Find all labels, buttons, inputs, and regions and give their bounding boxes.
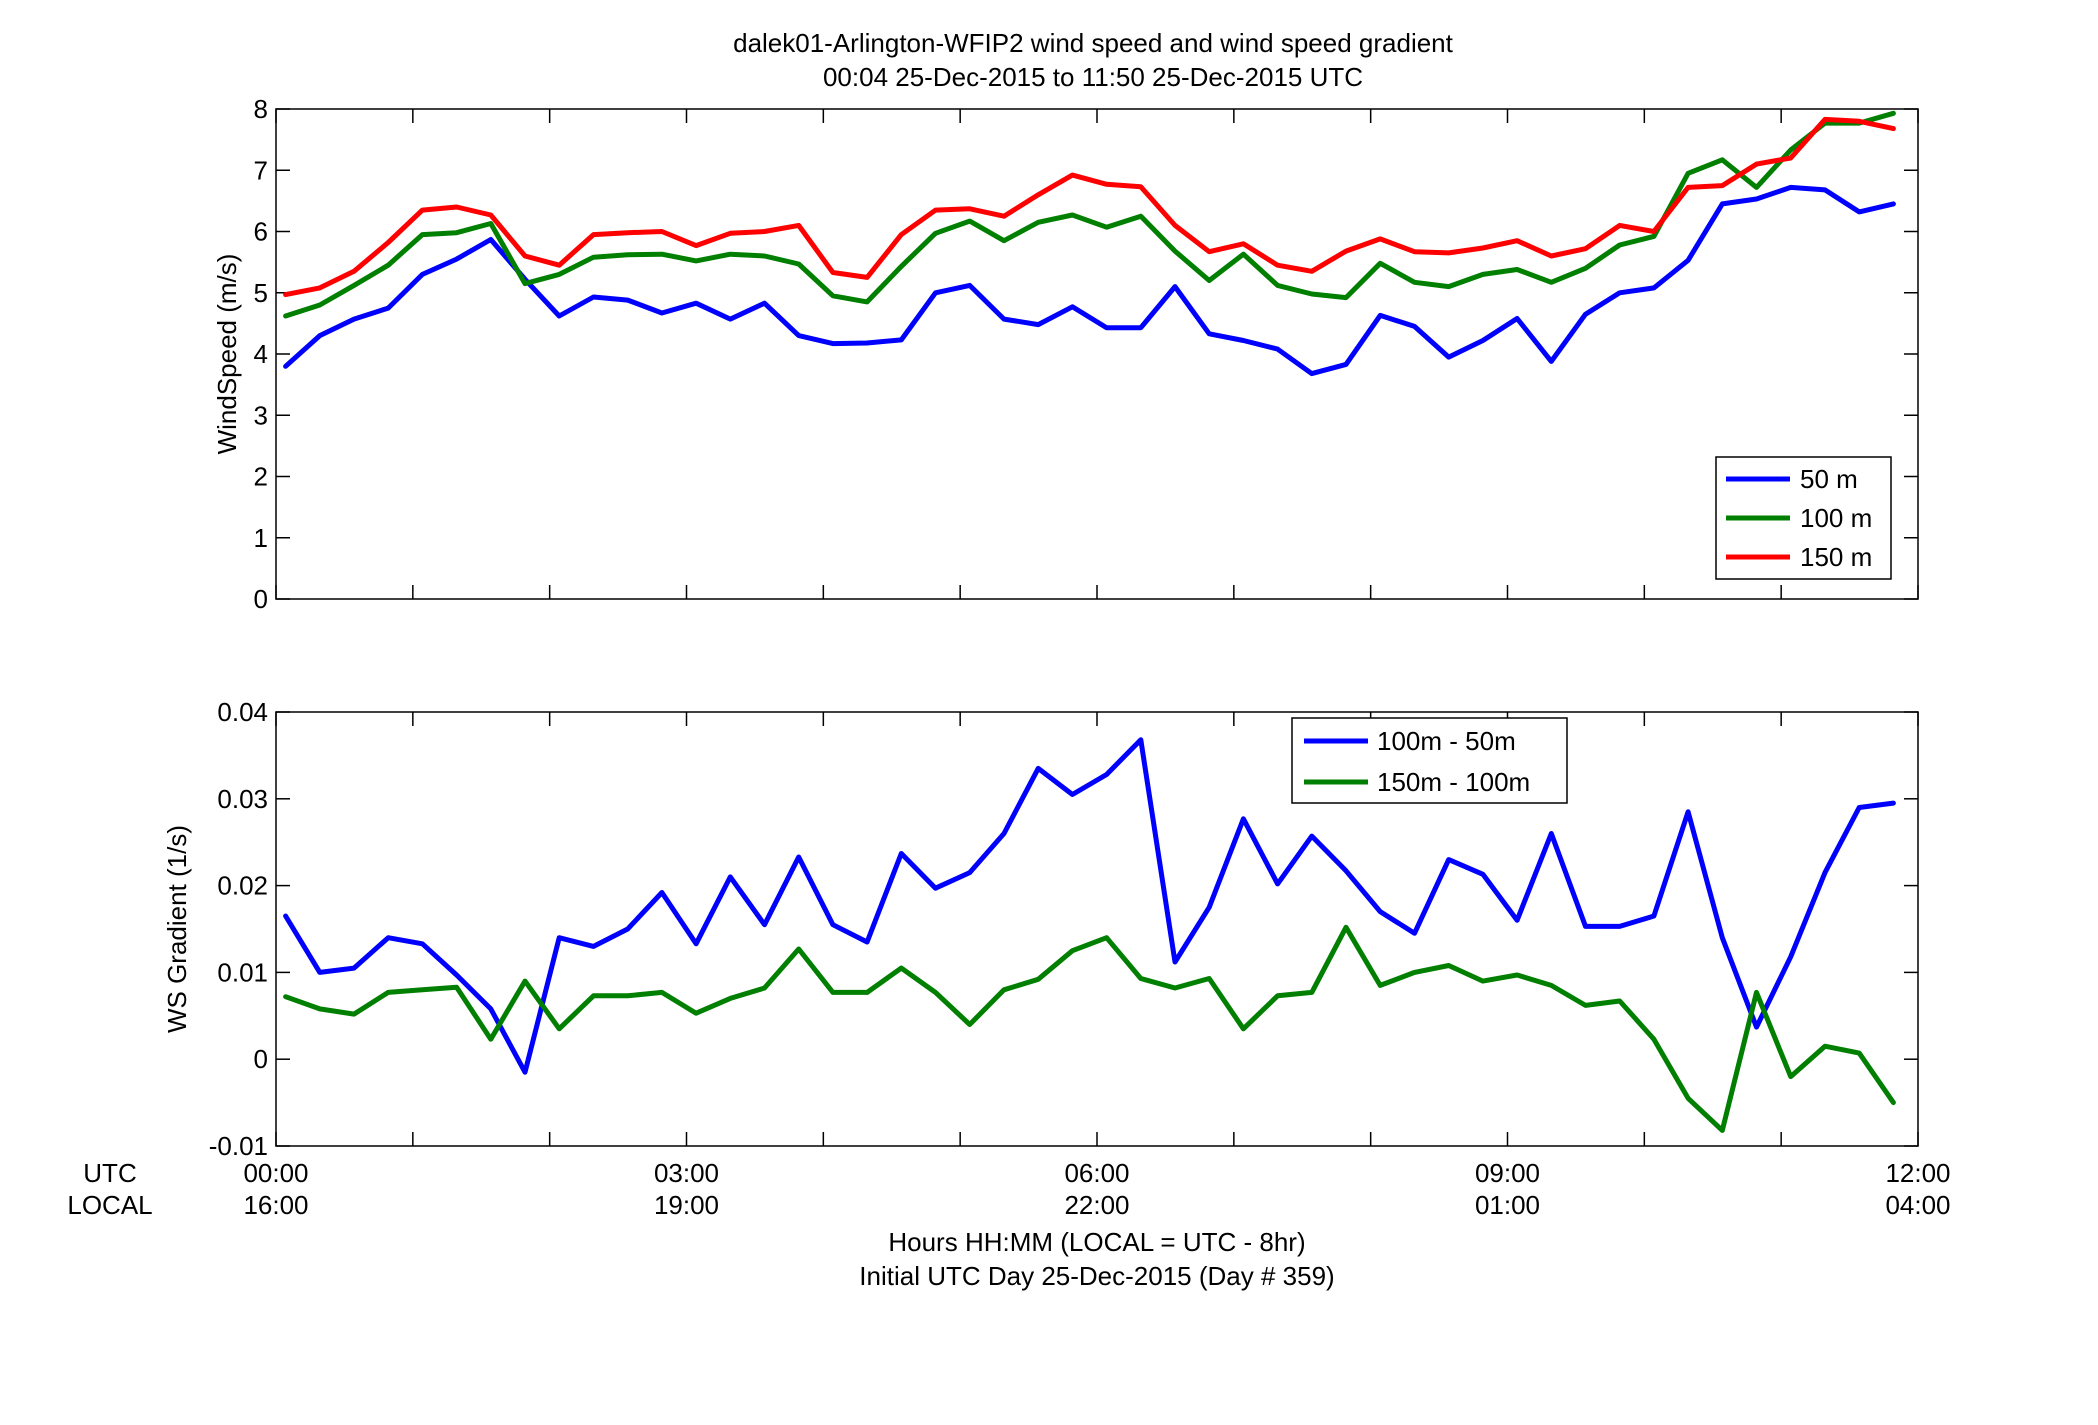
utc-tick-label: 00:00: [243, 1158, 308, 1188]
local-tick-label: 16:00: [243, 1190, 308, 1220]
ws-gradient-y-axis-label: WS Gradient (1/s): [162, 825, 192, 1033]
ws-gradient-y-tick-label: 0.01: [217, 957, 268, 987]
wind-speed-y-tick-label: 5: [254, 278, 268, 308]
ws-gradient-y-tick-label: -0.01: [209, 1131, 268, 1161]
utc-tick-label: 09:00: [1475, 1158, 1540, 1188]
ws-gradient-y-tick-label: 0: [254, 1044, 268, 1074]
wind-speed-y-tick-label: 7: [254, 155, 268, 185]
figure-title: dalek01-Arlington-WFIP2 wind speed and w…: [733, 28, 1454, 58]
wind-speed-series-line-2: [283, 116, 1896, 298]
ws-gradient-series-line-1: [283, 924, 1896, 1133]
ws-gradient-y-tick-label: 0.04: [217, 697, 268, 727]
ws-gradient-y-tick-label: 0.02: [217, 871, 268, 901]
local-tick-label: 04:00: [1885, 1190, 1950, 1220]
wind-speed-y-tick-label: 1: [254, 523, 268, 553]
ws-gradient-y-tick-label: 0.03: [217, 784, 268, 814]
utc-tick-label: 06:00: [1064, 1158, 1129, 1188]
wind-speed-y-tick-label: 0: [254, 584, 268, 614]
ws-gradient-chart: -0.01 0 0.01 0.02 0.03 0.04 WS Gradient (1/s)…: [162, 697, 1919, 1161]
wind-speed-series-lines: [283, 110, 1896, 377]
x-axis-label: Hours HH:MM (LOCAL = UTC - 8hr): [888, 1227, 1305, 1257]
utc-row-label: UTC: [83, 1158, 136, 1188]
wind-speed-y-tick-label: 4: [254, 339, 268, 369]
ws-gradient-series-line-0: [283, 737, 1896, 1075]
wind-speed-y-ticks: 0 1 2 3 4 5 6 7 8: [254, 94, 1918, 614]
wind-speed-x-ticks: [275, 109, 1919, 599]
local-tick-label: 22:00: [1064, 1190, 1129, 1220]
ws-gradient-legend-box: [1291, 717, 1568, 804]
legend-label-100m: 100 m: [1800, 503, 1872, 533]
local-row-label: LOCAL: [67, 1190, 152, 1220]
wind-speed-y-axis-label: WindSpeed (m/s): [212, 254, 242, 455]
legend-label-50m: 50 m: [1800, 464, 1858, 494]
utc-tick-label: 03:00: [654, 1158, 719, 1188]
x-axis-sublabel: Initial UTC Day 25-Dec-2015 (Day # 359): [859, 1261, 1334, 1291]
local-tick-label: 19:00: [654, 1190, 719, 1220]
wind-speed-y-tick-label: 3: [254, 400, 268, 430]
wind-speed-series-line-0: [283, 184, 1896, 377]
ws-gradient-legend: 100m - 50m 150m - 100m: [1291, 717, 1568, 804]
legend-label-150m-100m: 150m - 100m: [1377, 767, 1530, 797]
utc-tick-label: 12:00: [1885, 1158, 1950, 1188]
figure-subtitle: 00:04 25-Dec-2015 to 11:50 25-Dec-2015 U…: [823, 62, 1363, 92]
wind-speed-y-tick-label: 2: [254, 462, 268, 492]
wind-speed-series-line-1: [283, 110, 1896, 319]
ws-gradient-plot-area: [275, 711, 1919, 1147]
wind-speed-y-tick-label: 8: [254, 94, 268, 124]
legend-label-100m-50m: 100m - 50m: [1377, 726, 1516, 756]
wind-speed-legend: 50 m 100 m 150 m: [1715, 456, 1892, 580]
ws-gradient-series-lines: [283, 737, 1896, 1133]
wind-speed-chart: 0 1 2 3 4 5 6 7 8 WindSpeed (m/s) 50 m 100 m 150…: [212, 94, 1919, 614]
local-tick-label: 01:00: [1475, 1190, 1540, 1220]
ws-gradient-x-ticks: [275, 712, 1919, 1146]
wind-speed-y-tick-label: 6: [254, 217, 268, 247]
ws-gradient-y-ticks: -0.01 0 0.01 0.02 0.03 0.04: [209, 697, 1918, 1161]
legend-label-150m: 150 m: [1800, 542, 1872, 572]
